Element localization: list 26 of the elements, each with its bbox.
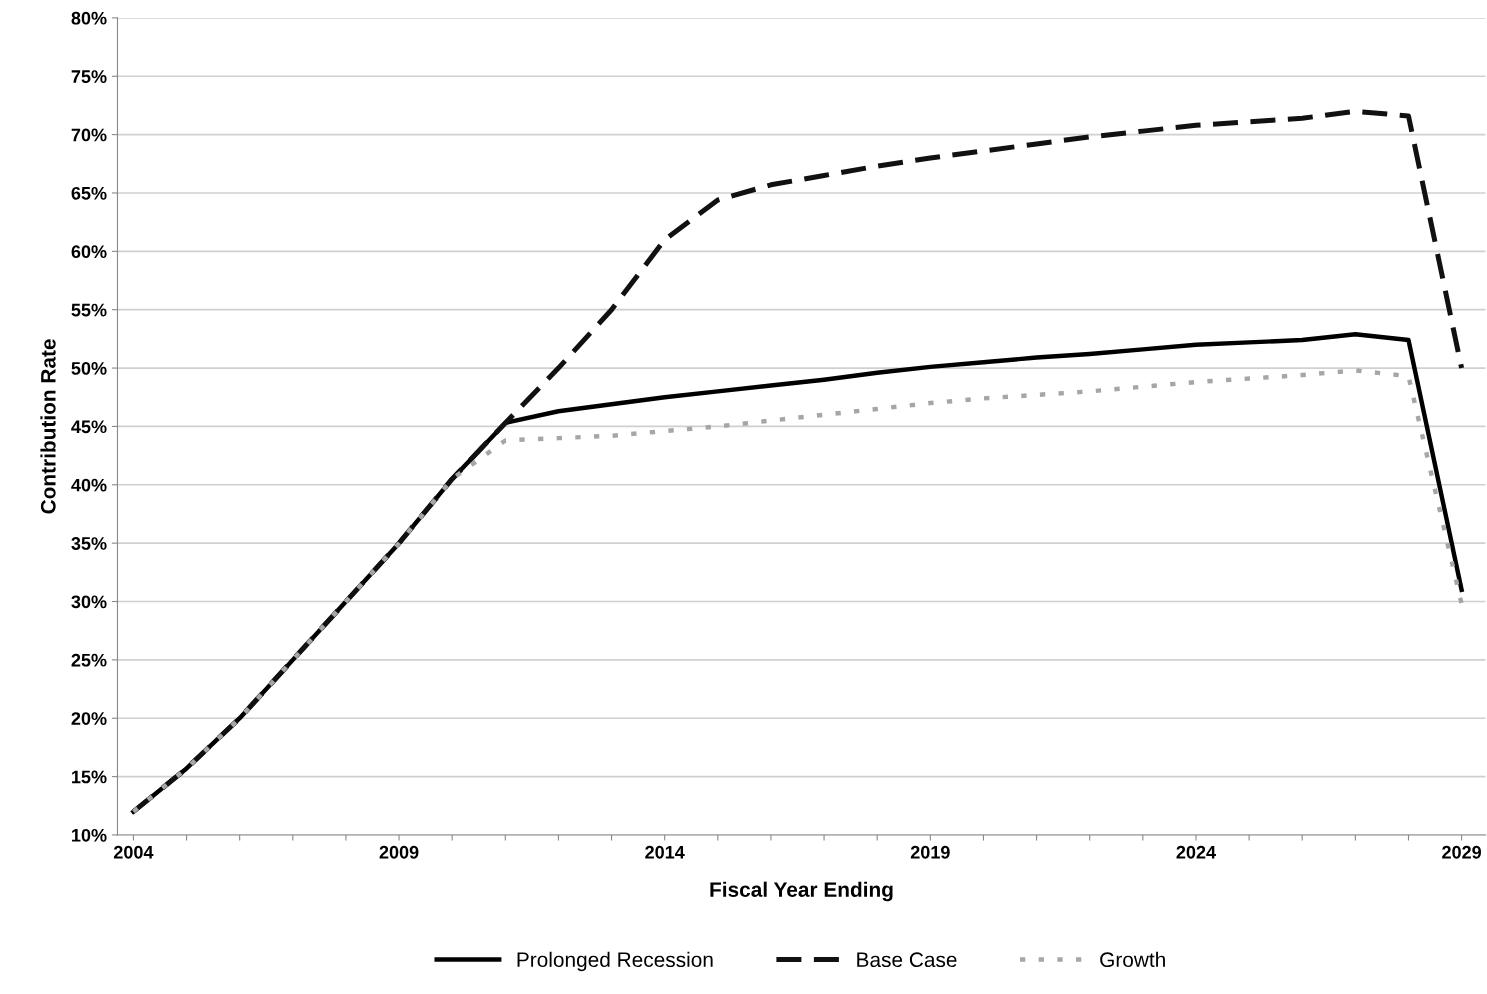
y-tick-label: 35% bbox=[71, 537, 107, 550]
x-tick-label: 2024 bbox=[1176, 845, 1216, 859]
y-tick-label: 55% bbox=[71, 303, 107, 317]
x-tick-label: 2009 bbox=[379, 845, 419, 859]
legend-label: Prolonged Recession bbox=[517, 951, 713, 972]
y-tick-label: 45% bbox=[71, 420, 107, 434]
y-tick-label: 40% bbox=[71, 478, 107, 492]
y-tick-label: 60% bbox=[71, 245, 107, 259]
y-tick-label: 80% bbox=[71, 11, 107, 25]
y-axis-title: Contribution Rate bbox=[40, 339, 56, 514]
x-tick-label: 2019 bbox=[910, 845, 950, 859]
y-tick-label: 70% bbox=[71, 128, 107, 142]
legend-label: Growth bbox=[1100, 951, 1165, 968]
y-tick-label: 20% bbox=[71, 712, 107, 725]
y-tick-label: 30% bbox=[71, 595, 107, 609]
y-tick-label: 65% bbox=[71, 186, 107, 200]
y-tick-label: 10% bbox=[72, 828, 107, 842]
x-tick-label: 2004 bbox=[113, 845, 154, 859]
y-tick-label: 50% bbox=[71, 362, 107, 375]
y-tick-label: 15% bbox=[72, 770, 107, 784]
legend-label: Base Case bbox=[857, 952, 957, 968]
x-tick-label: 2029 bbox=[1442, 845, 1482, 859]
x-tick-label: 2014 bbox=[645, 845, 685, 859]
y-tick-label: 25% bbox=[71, 653, 107, 667]
y-tick-label: 75% bbox=[71, 70, 107, 83]
x-axis-title: Fiscal Year Ending bbox=[710, 881, 893, 902]
